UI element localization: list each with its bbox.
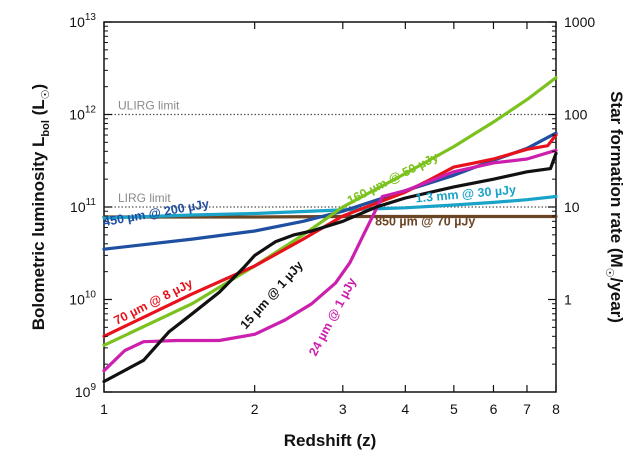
left-axis-title-sun: ☉ bbox=[40, 89, 52, 99]
left-axis-title-sub: bol bbox=[40, 120, 52, 137]
left-axis-title-unit-close: ) bbox=[29, 84, 48, 90]
lirg-limit-label: LIRG limit bbox=[118, 191, 171, 205]
series-lines bbox=[102, 76, 558, 384]
series-line-15-um-1-ujy bbox=[102, 151, 558, 384]
x-tick-label: 5 bbox=[450, 401, 458, 417]
y-tick-label-right: 1000 bbox=[564, 14, 595, 30]
right-axis-title: Star formation rate (M☉/year) bbox=[603, 91, 626, 323]
y-tick-label-right: 100 bbox=[564, 107, 588, 123]
series-label-24-um-1-ujy: 24 µm @ 1 µJy bbox=[306, 275, 359, 358]
x-tick-label: 3 bbox=[339, 401, 347, 417]
y-tick-label-left: 109 bbox=[75, 382, 97, 400]
x-tick-label: 7 bbox=[523, 401, 531, 417]
left-axis-title-main: Bolometric luminosity L bbox=[29, 137, 48, 331]
y-tick-label-left: 1010 bbox=[69, 290, 96, 308]
series-label-850-um-70-ujy: 850 µm @ 70 µJy bbox=[375, 215, 475, 229]
x-tick-label: 2 bbox=[251, 401, 259, 417]
ulirg-limit-label: ULIRG limit bbox=[118, 99, 180, 113]
axes: 1 2 3 4 5 6 7 8 109 1010 1011 1012 1013 1 10 100 1000 bbox=[69, 12, 595, 417]
y-tick-label-right: 1 bbox=[564, 292, 572, 308]
series-line-1-3-mm-30-ujy bbox=[102, 194, 558, 220]
left-axis-title: Bolometric luminosity Lbol (L☉) bbox=[29, 84, 52, 330]
y-tick-label-left: 1012 bbox=[69, 105, 96, 123]
y-tick-label-left: 1013 bbox=[69, 12, 96, 30]
x-tick-label: 8 bbox=[552, 401, 560, 417]
right-axis-title-sun: ☉ bbox=[603, 268, 615, 278]
y-tick-label-left: 1011 bbox=[70, 197, 96, 215]
x-tick-label: 1 bbox=[100, 401, 108, 417]
series-line-850-um-70-ujy bbox=[102, 214, 558, 219]
x-tick-label: 6 bbox=[490, 401, 498, 417]
left-axis-title-unit-open: (L bbox=[29, 99, 48, 120]
x-axis-title: Redshift (z) bbox=[284, 431, 377, 450]
y-tick-label-right: 10 bbox=[564, 199, 580, 215]
right-axis-title-unit: /year) bbox=[607, 278, 626, 323]
series-line-24-um-1-ujy bbox=[102, 148, 558, 373]
reference-lines: ULIRG limit LIRG limit bbox=[104, 99, 556, 208]
right-axis-title-main: Star formation rate (M bbox=[607, 91, 626, 268]
x-tick-label: 4 bbox=[401, 401, 409, 417]
series-line-160-um-50-ujy bbox=[102, 76, 558, 347]
